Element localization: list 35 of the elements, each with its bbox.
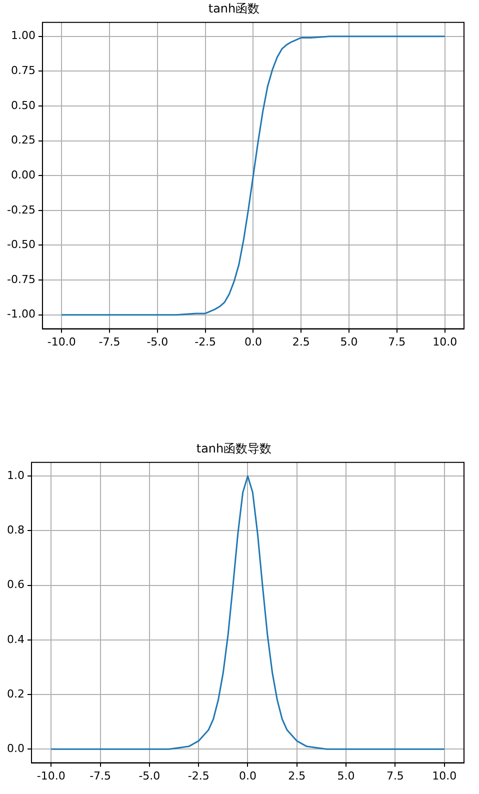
x-tick-label: 7.5 [388,335,406,348]
y-tick-label: 0.25 [10,134,36,147]
x-tick-label: -10.0 [36,769,66,782]
chart-title: tanh函数导数 [196,441,272,456]
chart-title: tanh函数 [208,1,260,16]
y-tick-label: -0.50 [6,238,36,252]
x-tick-label: -5.0 [138,769,160,782]
x-tick-label: 0.0 [244,335,262,348]
y-tick-label: 0.00 [10,168,36,182]
y-tick-label: -0.25 [6,203,36,216]
y-tick-label: -0.75 [6,272,36,286]
y-tick-label: 0.2 [6,687,24,700]
x-tick-label: 5.0 [340,335,358,348]
x-tick-label: 5.0 [337,769,355,782]
x-tick-label: 2.5 [288,769,306,782]
y-tick-label: 0.0 [6,742,24,756]
x-tick-label: -2.5 [188,769,210,782]
x-tick-label: 10.0 [432,335,458,348]
x-tick-label: -10.0 [47,335,76,348]
y-tick-label: 0.75 [10,64,36,78]
x-tick-label: 2.5 [292,335,310,348]
y-tick-label: 0.6 [6,578,24,592]
x-tick-label: -2.5 [194,335,216,348]
y-tick-label: -1.00 [6,308,36,321]
y-tick-label: 1.0 [6,468,24,482]
y-tick-label: 0.50 [10,98,36,112]
y-tick-label: 1.00 [10,29,36,42]
x-tick-label: 10.0 [432,769,457,782]
x-tick-label: -7.5 [98,335,120,348]
y-tick-label: 0.8 [6,524,24,537]
x-tick-label: -5.0 [146,335,168,348]
x-tick-label: -7.5 [90,769,112,782]
x-tick-label: 7.5 [386,769,404,782]
x-tick-label: 0.0 [238,769,256,782]
y-tick-label: 0.4 [6,632,24,646]
